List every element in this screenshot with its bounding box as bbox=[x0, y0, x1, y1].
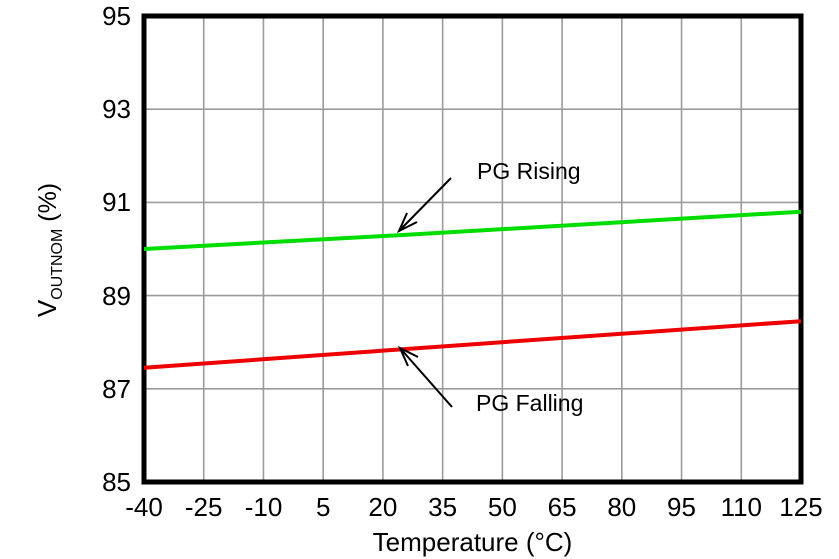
x-tick-label: 20 bbox=[368, 492, 398, 522]
y-axis-title-unit: (%) bbox=[33, 182, 62, 229]
x-tick-label: -25 bbox=[184, 492, 223, 522]
y-tick-label: 91 bbox=[102, 187, 131, 218]
gridlines bbox=[144, 16, 801, 482]
y-tick-label: 95 bbox=[102, 1, 131, 31]
plot-frame bbox=[141, 13, 804, 485]
x-axis-title: Temperature (°C) bbox=[372, 527, 573, 557]
series-line-pg-falling bbox=[143, 319, 802, 370]
x-tick-label: 125 bbox=[779, 492, 823, 522]
y-axis-title: VOUTNOM (%) bbox=[31, 182, 67, 318]
annotation-arrows bbox=[396, 177, 453, 408]
y-axis-title-subscript: OUTNOM bbox=[49, 228, 67, 300]
pg-rising-arrow bbox=[396, 177, 452, 234]
x-tick-label: -10 bbox=[244, 492, 283, 522]
y-tick-label: 87 bbox=[102, 373, 131, 404]
x-tick-label: 80 bbox=[607, 492, 637, 522]
pg-falling-arrow bbox=[397, 345, 453, 408]
series-lines bbox=[143, 209, 802, 370]
series-line-pg-rising bbox=[143, 209, 802, 251]
x-tick-label: 50 bbox=[487, 492, 517, 522]
annotation-pg-rising: PG Rising bbox=[477, 158, 581, 184]
annotation-pg-falling: PG Falling bbox=[476, 390, 584, 416]
y-axis-title-symbol: V bbox=[31, 299, 62, 318]
y-tick-label: 85 bbox=[102, 467, 131, 497]
y-tick-label: 93 bbox=[102, 94, 131, 125]
x-tick-label: 95 bbox=[667, 492, 696, 522]
x-tick-label: 35 bbox=[428, 492, 458, 522]
x-tick-label: -40 bbox=[125, 492, 163, 522]
x-tick-label: 5 bbox=[315, 492, 331, 522]
y-tick-label: 89 bbox=[102, 280, 131, 311]
x-tick-label: 110 bbox=[720, 492, 763, 522]
x-tick-label: 65 bbox=[547, 492, 577, 522]
